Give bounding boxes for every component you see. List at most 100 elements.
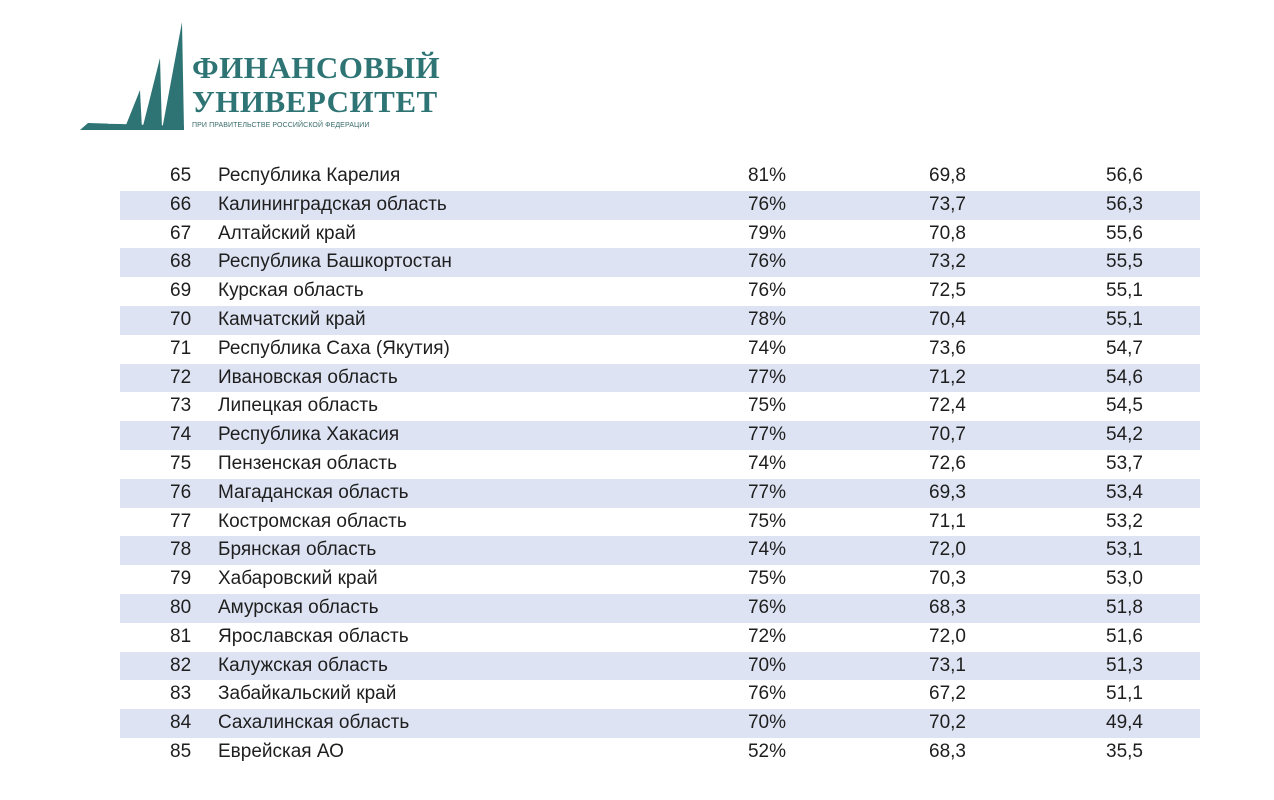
region-cell: Сахалинская область <box>218 712 410 734</box>
percent-cell: 75% <box>747 395 786 417</box>
region-cell: Ярославская область <box>218 625 409 647</box>
region-cell: Костромская область <box>218 510 407 532</box>
logo-year: 1919 <box>108 120 120 126</box>
table-row: 66 Калининградская область 76% 73,7 56,3 <box>120 190 1200 220</box>
value2-cell: 53,2 <box>1106 510 1143 532</box>
rank-cell: 83 <box>170 683 192 705</box>
percent-cell: 70% <box>747 712 786 734</box>
rank-cell: 82 <box>170 654 192 676</box>
region-ranking-table: 65 Республика Карелия 81% 69,8 56,6 66 Калинин… <box>120 162 1200 767</box>
percent-cell: 52% <box>747 740 786 762</box>
value1-cell: 73,2 <box>929 251 966 273</box>
region-cell: Курская область <box>218 280 364 302</box>
value1-cell: 70,2 <box>929 712 966 734</box>
value1-cell: 72,5 <box>929 280 966 302</box>
value2-cell: 51,8 <box>1106 596 1143 618</box>
rank-cell: 81 <box>170 625 192 647</box>
table-row: 84 Сахалинская область 70% 70,2 49,4 <box>120 709 1200 738</box>
region-cell: Республика Саха (Якутия) <box>218 337 450 359</box>
rank-cell: 71 <box>170 337 192 359</box>
value2-cell: 51,1 <box>1106 683 1143 705</box>
value1-cell: 73,7 <box>929 193 966 215</box>
table-row: 80 Амурская область 76% 68,3 51,8 <box>120 593 1200 623</box>
value2-cell: 54,2 <box>1106 424 1143 446</box>
value1-cell: 72,0 <box>929 539 966 561</box>
region-cell: Еврейская АО <box>218 740 344 762</box>
value1-cell: 72,0 <box>929 625 966 647</box>
value2-cell: 54,5 <box>1106 395 1143 417</box>
value1-cell: 69,8 <box>929 165 966 186</box>
table-row: 68 Республика Башкортостан 76% 73,2 55,5 <box>120 248 1200 278</box>
region-cell: Республика Хакасия <box>218 424 400 446</box>
rank-cell: 85 <box>170 740 192 762</box>
rank-cell: 66 <box>170 193 192 215</box>
table-row: 78 Брянская область 74% 72,0 53,1 <box>120 536 1200 566</box>
percent-cell: 81% <box>747 165 786 186</box>
table-row: 67 Алтайский край 79% 70,8 55,6 <box>120 220 1200 249</box>
value1-cell: 69,3 <box>929 481 966 503</box>
rank-cell: 67 <box>170 222 192 244</box>
table-row: 74 Республика Хакасия 77% 70,7 54,2 <box>120 421 1200 450</box>
rank-cell: 76 <box>170 481 192 503</box>
percent-cell: 76% <box>747 280 786 302</box>
table-row: 70 Камчатский край 78% 70,4 55,1 <box>120 305 1200 335</box>
percent-cell: 76% <box>747 193 786 215</box>
table-row: 85 Еврейская АО 52% 68,3 35,5 <box>120 738 1200 767</box>
value1-cell: 70,7 <box>929 424 966 446</box>
rank-cell: 69 <box>170 280 192 302</box>
percent-cell: 77% <box>747 481 786 503</box>
percent-cell: 78% <box>747 308 786 330</box>
table-row: 83 Забайкальский край 76% 67,2 51,1 <box>120 680 1200 709</box>
logo-mark-icon <box>80 22 184 130</box>
value2-cell: 53,4 <box>1106 481 1143 503</box>
percent-cell: 74% <box>747 337 786 359</box>
logo-subtitle: ПРИ ПРАВИТЕЛЬСТВЕ РОССИЙСКОЙ ФЕДЕРАЦИИ <box>192 122 370 129</box>
table-row: 77 Костромская область 75% 71,1 53,2 <box>120 508 1200 537</box>
value1-cell: 70,3 <box>929 568 966 590</box>
rank-cell: 75 <box>170 452 192 474</box>
value1-cell: 71,2 <box>929 366 966 388</box>
value2-cell: 55,5 <box>1106 251 1143 273</box>
region-cell: Ивановская область <box>218 366 398 388</box>
percent-cell: 76% <box>747 251 786 273</box>
percent-cell: 75% <box>747 510 786 532</box>
region-cell: Липецкая область <box>218 395 379 417</box>
percent-cell: 74% <box>747 452 786 474</box>
region-cell: Брянская область <box>218 539 377 561</box>
table-row: 65 Республика Карелия 81% 69,8 56,6 <box>120 162 1200 191</box>
value1-cell: 73,1 <box>929 654 966 676</box>
value2-cell: 53,0 <box>1106 568 1143 590</box>
rank-cell: 77 <box>170 510 192 532</box>
percent-cell: 76% <box>747 596 786 618</box>
table-row: 69 Курская область 76% 72,5 55,1 <box>120 277 1200 306</box>
value2-cell: 55,1 <box>1106 280 1143 302</box>
region-cell: Алтайский край <box>218 222 356 244</box>
table-row: 71 Республика Саха (Якутия) 74% 73,6 54,7 <box>120 335 1200 364</box>
region-cell: Амурская область <box>218 596 379 618</box>
value1-cell: 67,2 <box>929 683 966 705</box>
table-row: 79 Хабаровский край 75% 70,3 53,0 <box>120 565 1200 594</box>
table-row: 82 Калужская область 70% 73,1 51,3 <box>120 651 1200 681</box>
value2-cell: 55,1 <box>1106 308 1143 330</box>
value1-cell: 73,6 <box>929 337 966 359</box>
value2-cell: 56,6 <box>1106 165 1143 186</box>
percent-cell: 79% <box>747 222 786 244</box>
rank-cell: 68 <box>170 251 192 273</box>
region-cell: Калужская область <box>218 654 388 676</box>
value2-cell: 49,4 <box>1106 712 1143 734</box>
value2-cell: 35,5 <box>1106 740 1143 762</box>
percent-cell: 76% <box>747 683 786 705</box>
region-cell: Пензенская область <box>218 452 397 474</box>
rank-cell: 74 <box>170 424 192 446</box>
percent-cell: 70% <box>747 654 786 676</box>
region-cell: Хабаровский край <box>218 568 378 590</box>
value2-cell: 51,6 <box>1106 625 1143 647</box>
percent-cell: 75% <box>747 568 786 590</box>
logo-title-line1: ФИНАНСОВЫЙ <box>192 50 441 85</box>
value1-cell: 68,3 <box>929 740 966 762</box>
percent-cell: 74% <box>747 539 786 561</box>
value2-cell: 53,1 <box>1106 539 1143 561</box>
table-row: 73 Липецкая область 75% 72,4 54,5 <box>120 392 1200 421</box>
region-cell: Республика Карелия <box>218 165 401 186</box>
value2-cell: 54,6 <box>1106 366 1143 388</box>
